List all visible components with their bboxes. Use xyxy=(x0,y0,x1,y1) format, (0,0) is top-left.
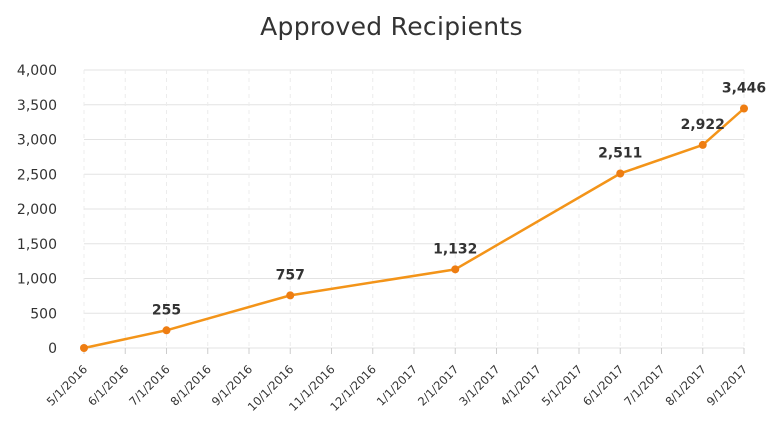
x-tick-label: 5/1/2017 xyxy=(539,362,585,408)
x-tick-label: 7/1/2017 xyxy=(621,362,667,408)
x-tick-label: 6/1/2016 xyxy=(85,362,131,408)
x-tick-label: 8/1/2016 xyxy=(167,362,213,408)
x-tick-label: 2/1/2017 xyxy=(415,362,461,408)
x-tick-label: 5/1/2016 xyxy=(44,362,90,408)
x-tick-label: 1/1/2017 xyxy=(374,362,420,408)
y-tick-label: 0 xyxy=(48,341,57,357)
x-tick-label: 7/1/2016 xyxy=(126,362,172,408)
data-point xyxy=(740,104,748,113)
x-tick-label: 6/1/2017 xyxy=(580,362,626,408)
x-tick-label: 4/1/2017 xyxy=(497,362,543,408)
y-tick-label: 1,500 xyxy=(17,237,57,253)
y-tick-label: 500 xyxy=(30,306,57,322)
data-label: 1,132 xyxy=(433,241,477,257)
data-label: 255 xyxy=(152,302,181,318)
y-tick-label: 3,000 xyxy=(17,133,57,149)
data-point xyxy=(286,291,295,300)
data-point xyxy=(451,265,460,274)
data-points xyxy=(80,104,748,352)
y-tick-label: 4,000 xyxy=(17,63,57,79)
y-tick-label: 1,000 xyxy=(17,272,57,288)
chart-title: Approved Recipients xyxy=(260,12,523,41)
y-tick-label: 3,500 xyxy=(17,98,57,114)
x-tick-label: 8/1/2017 xyxy=(662,362,708,408)
x-tick-label: 3/1/2017 xyxy=(456,362,502,408)
y-tick-label: 2,000 xyxy=(17,202,57,218)
y-tick-label: 2,500 xyxy=(17,167,57,183)
data-point xyxy=(162,326,171,335)
y-axis: 0 500 1,000 1,500 2,000 2,500 3,000 3,500 4,000 xyxy=(17,63,57,357)
data-labels: 255 757 1,132 2,511 2,922 3,446 xyxy=(152,81,766,319)
x-axis: 5/1/20166/1/20167/1/20168/1/20169/1/2016… xyxy=(44,362,750,414)
data-label: 3,446 xyxy=(722,81,766,97)
data-point xyxy=(616,169,625,178)
data-label: 757 xyxy=(276,267,305,283)
data-label: 2,511 xyxy=(598,145,642,161)
data-point xyxy=(80,344,88,352)
data-point xyxy=(698,140,707,149)
grid xyxy=(83,69,745,354)
x-tick-label: 9/1/2017 xyxy=(704,362,750,408)
data-label: 2,922 xyxy=(681,117,725,133)
